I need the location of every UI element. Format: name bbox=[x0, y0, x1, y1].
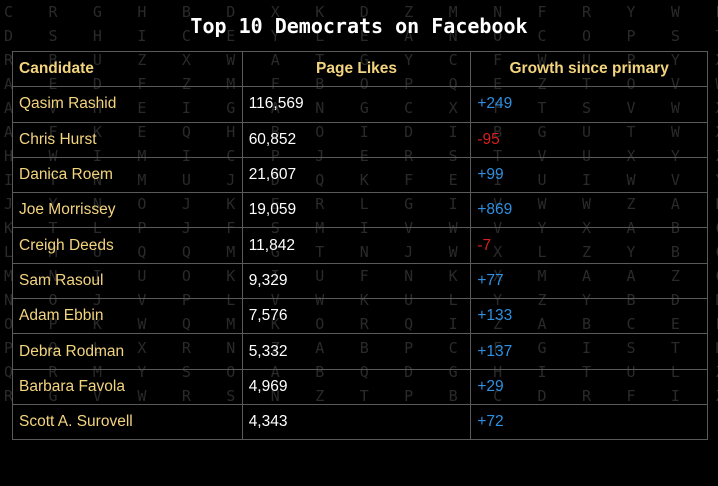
growth-cell: +133 bbox=[470, 298, 708, 335]
candidate-name-cell: Joe Morrissey bbox=[12, 192, 243, 229]
page-likes-cell: 5,332 bbox=[241, 333, 472, 370]
table-row: Joe Morrissey 19,059 +869 bbox=[12, 192, 708, 229]
page-likes-cell: 7,576 bbox=[241, 298, 472, 335]
table-row: Adam Ebbin 7,576 +133 bbox=[12, 298, 708, 335]
growth-cell: +29 bbox=[470, 368, 708, 405]
page-likes-cell: 19,059 bbox=[241, 192, 472, 229]
candidate-name-cell: Barbara Favola bbox=[12, 368, 243, 405]
page-likes-cell: 116,569 bbox=[241, 86, 472, 123]
growth-cell: +77 bbox=[470, 262, 708, 300]
table-row: Danica Roem 21,607 +99 bbox=[12, 156, 708, 194]
candidate-name-cell: Creigh Deeds bbox=[12, 227, 243, 264]
table-row: Barbara Favola 4,969 +29 bbox=[12, 368, 708, 405]
growth-cell: +99 bbox=[470, 156, 708, 194]
growth-cell: -7 bbox=[470, 227, 708, 264]
growth-cell: +869 bbox=[470, 192, 708, 229]
page-likes-cell: 21,607 bbox=[241, 156, 472, 194]
header-growth: Growth since primary bbox=[470, 50, 708, 88]
page-likes-cell: 11,842 bbox=[241, 227, 472, 264]
growth-cell: -95 bbox=[470, 121, 708, 158]
table-row: Sam Rasoul 9,329 +77 bbox=[12, 262, 708, 300]
candidate-name-cell: Chris Hurst bbox=[12, 121, 243, 158]
growth-cell: +72 bbox=[470, 403, 708, 441]
table-row: Creigh Deeds 11,842 -7 bbox=[12, 227, 708, 264]
header-candidate: Candidate bbox=[12, 50, 243, 88]
democrats-facebook-table: Candidate Page Likes Growth since primar… bbox=[12, 50, 708, 441]
candidate-name-cell: Sam Rasoul bbox=[12, 262, 243, 300]
candidate-name-cell: Danica Roem bbox=[12, 156, 243, 194]
page-likes-cell: 4,969 bbox=[241, 368, 472, 405]
candidate-name-cell: Scott A. Surovell bbox=[12, 403, 243, 441]
page-likes-cell: 9,329 bbox=[241, 262, 472, 300]
growth-cell: +249 bbox=[470, 86, 708, 123]
table-header-row: Candidate Page Likes Growth since primar… bbox=[12, 50, 708, 88]
page-likes-cell: 60,852 bbox=[241, 121, 472, 158]
candidate-name-cell: Debra Rodman bbox=[12, 333, 243, 370]
header-page-likes: Page Likes bbox=[241, 50, 472, 88]
page-likes-cell: 4,343 bbox=[241, 403, 472, 441]
growth-cell: +137 bbox=[470, 333, 708, 370]
table-body: Qasim Rashid 116,569 +249 Chris Hurst 60,852… bbox=[12, 86, 708, 441]
table-row: Chris Hurst 60,852 -95 bbox=[12, 121, 708, 158]
candidate-name-cell: Adam Ebbin bbox=[12, 298, 243, 335]
chart-title: Top 10 Democrats on Facebook bbox=[190, 14, 528, 38]
table-row: Scott A. Surovell 4,343 +72 bbox=[12, 403, 708, 441]
table-row: Debra Rodman 5,332 +137 bbox=[12, 333, 708, 370]
table-row: Qasim Rashid 116,569 +249 bbox=[12, 86, 708, 123]
candidate-name-cell: Qasim Rashid bbox=[12, 86, 243, 123]
